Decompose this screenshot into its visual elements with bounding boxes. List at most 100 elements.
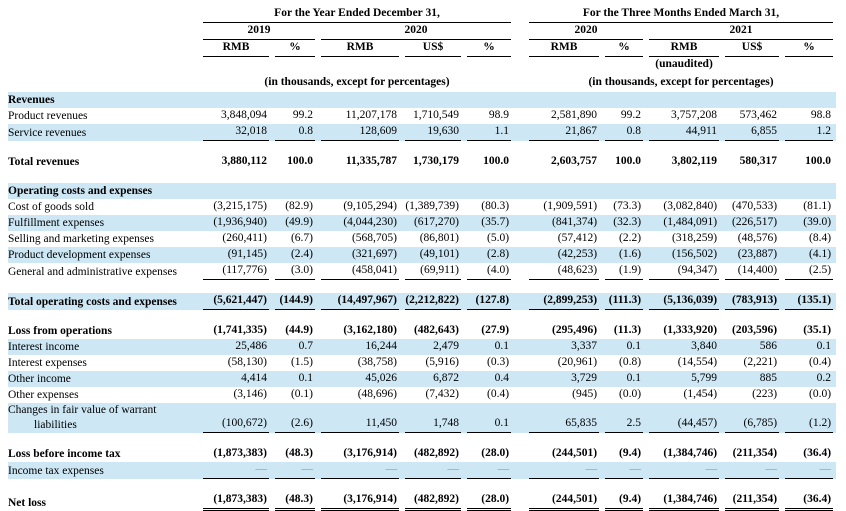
cell-value: — (272, 462, 318, 479)
cell-value: (94,347) (646, 263, 722, 280)
cell-value: (5,621,447) (200, 293, 272, 310)
column-gap (514, 263, 526, 280)
cell-value: 0.4 (464, 371, 515, 387)
column-gap (514, 6, 526, 23)
cell-value: — (464, 462, 515, 479)
cell-value: (0.1) (290, 388, 313, 400)
cell-value: (3,082,840) (663, 200, 718, 212)
table-row: Net loss (1,873,383) (48.3) (3,176,914) (482… (8, 492, 836, 511)
cell-value: (1,384,746) (663, 447, 718, 459)
units-note-group1: (in thousands, except for percentages) (264, 76, 450, 88)
column-gap (514, 247, 527, 263)
column-gap (514, 40, 526, 57)
cell-value: (100,672) (200, 403, 272, 433)
cell-value: (48.3) (272, 492, 318, 511)
cell-value (200, 183, 272, 199)
cell-value: (1,454) (683, 388, 718, 400)
cell-value: (28.0) (481, 447, 510, 459)
units-note-group2: (in thousands, except for percentages) (588, 76, 774, 88)
cell-value: 3,337 (526, 339, 603, 355)
cell-value: 128,609 (318, 124, 402, 141)
row-label: Revenues (8, 92, 200, 108)
cell-value: (3,146) (233, 388, 267, 400)
cell-value: (73.3) (613, 200, 642, 212)
cell-value: (111.3) (602, 293, 647, 310)
group1-title: For the Year Ended December 31, (200, 6, 514, 23)
cell-value: (617,270) (402, 215, 464, 231)
cell-value: (44.9) (285, 324, 313, 336)
cell-value: (91,145) (200, 247, 272, 263)
row-label: General and administrative expenses (8, 266, 177, 278)
year-2021-q1: 2021 (646, 23, 836, 40)
cell-value: — (402, 462, 464, 479)
cell-value: (470,533) (731, 200, 778, 212)
cell-value: (127.8) (464, 293, 515, 310)
cell-value: — (200, 462, 272, 479)
cell-value: (28.0) (464, 492, 514, 511)
cell-value: 580,317 (739, 155, 778, 167)
row-label: Operating costs and expenses (8, 183, 200, 199)
cell-value: (80.3) (481, 200, 510, 212)
cell-value: (0.4) (808, 356, 832, 368)
cell-value: (48,696) (357, 388, 397, 400)
row-label: Other expenses (8, 389, 79, 401)
year-2020: 2020 (318, 23, 514, 40)
cell-value: (23,887) (722, 247, 783, 263)
cell-value: 98.8 (810, 109, 832, 121)
cell-value: 100.0 (287, 155, 313, 167)
cell-value: (0.0) (618, 388, 642, 400)
cell-value: (568,705) (351, 232, 397, 244)
row-label: Changes in fair value of warrant liabili… (8, 403, 200, 433)
cell-value: (2,212,822) (402, 293, 464, 310)
cell-value: 4,414 (200, 371, 272, 387)
cell-value: (482,643) (413, 324, 459, 336)
cell-value: (14,400) (722, 263, 782, 280)
cell-value (464, 183, 515, 199)
cell-value: 0.1 (602, 371, 647, 387)
row-label: Income tax expenses (8, 462, 200, 479)
cell-value: (3.0) (272, 263, 318, 280)
column-gap (514, 403, 527, 433)
group-title-row: For the Year Ended December 31, For the … (8, 6, 836, 23)
column-gap (514, 154, 526, 170)
table-row: Cost of goods sold (3,215,175) (82.9) (9,10… (8, 199, 836, 215)
section-header-row: Revenues (8, 92, 837, 108)
cell-value: (321,697) (318, 247, 402, 263)
column-gap (514, 387, 526, 403)
units-note-row: (in thousands, except for percentages) (… (8, 72, 836, 92)
cell-value (602, 92, 647, 108)
cell-value: (1,873,383) (213, 447, 267, 459)
cell-value: (1,936,940) (200, 215, 272, 231)
cell-value (722, 183, 783, 199)
cell-value: 44,911 (646, 124, 723, 141)
table-row: Changes in fair value of warrant liabili… (8, 403, 837, 433)
cell-value: (458,041) (318, 263, 402, 280)
cell-value: (223) (752, 388, 778, 400)
cell-value: (1.6) (602, 247, 647, 263)
table-row: Product revenues 3,848,094 99.2 11,207,178 1… (8, 108, 836, 124)
cell-value: — (318, 462, 402, 479)
cell-value: 100.0 (615, 155, 642, 167)
cell-value: 3,840 (646, 339, 723, 355)
cell-value: (69,911) (402, 263, 464, 280)
row-label: Fulfillment expenses (8, 215, 200, 231)
label-col-spacer (8, 6, 200, 23)
income-statement-table: For the Year Ended December 31, For the … (8, 6, 837, 511)
cell-value: (0.4) (486, 388, 510, 400)
cell-value: (5,916) (425, 356, 459, 368)
table-row: Selling and marketing expenses (260,411) (… (8, 231, 836, 247)
cell-value: (48.3) (285, 447, 313, 459)
cell-value: (144.9) (272, 293, 318, 310)
cell-value: (38,758) (357, 356, 397, 368)
cell-value: (841,374) (526, 215, 603, 231)
cell-value: 32,018 (200, 124, 272, 141)
cell-value: 1.2 (782, 124, 837, 141)
cell-value: 1,710,549 (413, 109, 459, 121)
cell-value: (211,354) (722, 492, 782, 511)
cell-value (318, 183, 402, 199)
cell-value: (20,961) (557, 356, 598, 368)
column-gap (514, 124, 527, 141)
cell-value: 2,603,757 (551, 155, 598, 167)
spacer-row (8, 280, 837, 293)
cell-value: — (526, 462, 603, 479)
